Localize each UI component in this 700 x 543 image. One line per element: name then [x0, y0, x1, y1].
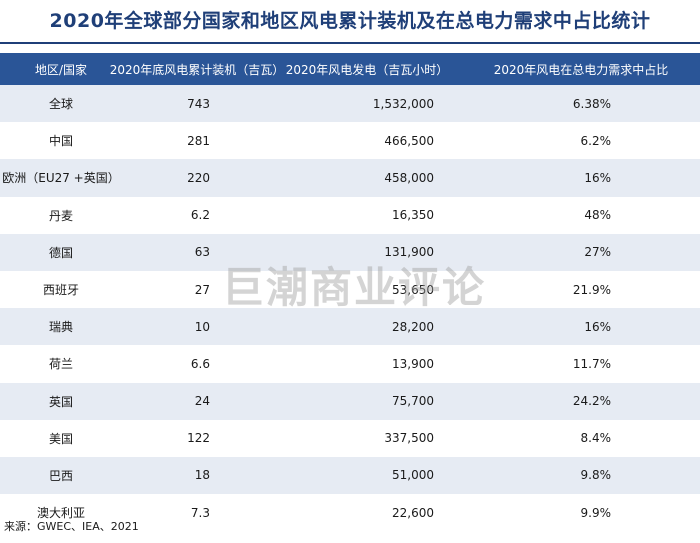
generation-cell: 53,650	[392, 282, 434, 297]
capacity-cell: 7.3	[190, 505, 210, 520]
region-cell: 英国	[48, 394, 73, 409]
generation-cell: 466,500	[384, 133, 434, 148]
share-cell: 16%	[584, 170, 611, 185]
region-cell: 西班牙	[42, 283, 79, 298]
region-cell: 巴西	[48, 468, 73, 483]
table-row: 瑞典 10 28,200 16%	[0, 308, 700, 346]
generation-cell: 458,000	[384, 170, 434, 185]
generation-cell: 16,350	[392, 208, 434, 223]
capacity-cell: 6.2	[190, 208, 210, 223]
capacity-cell: 63	[194, 245, 210, 260]
share-cell: 24.2%	[572, 394, 611, 409]
generation-cell: 51,000	[392, 468, 434, 483]
share-cell: 8.4%	[580, 431, 612, 446]
table-row: 荷兰 6.6 13,900 11.7%	[0, 345, 700, 382]
table-row: 德国 63 131,900 27%	[0, 233, 700, 271]
generation-cell: 75,700	[392, 394, 434, 409]
capacity-cell: 10	[194, 319, 210, 334]
capacity-cell: 220	[187, 170, 210, 185]
region-cell: 荷兰	[48, 357, 73, 372]
share-cell: 48%	[584, 208, 611, 223]
table-row: 英国 24 75,700 24.2%	[0, 382, 700, 420]
table-row: 丹麦 6.2 16,350 48%	[0, 197, 700, 234]
watermark: 巨潮商业评论	[222, 263, 487, 312]
capacity-cell: 743	[187, 96, 210, 111]
share-cell: 11.7%	[572, 356, 611, 371]
table-row: 澳大利亚 7.3 22,600 9.9%	[0, 494, 700, 531]
region-cell: 丹麦	[48, 208, 73, 223]
generation-cell: 13,900	[392, 356, 434, 371]
region-cell: 美国	[48, 431, 73, 446]
region-cell: 欧洲（EU27 +英国）	[2, 171, 120, 186]
table-row: 全球 743 1,532,000 6.38%	[0, 85, 700, 123]
region-cell: 中国	[48, 134, 73, 149]
generation-cell: 1,532,000	[372, 96, 434, 111]
table-row: 美国 122 337,500 8.4%	[0, 420, 700, 457]
region-cell: 德国	[48, 245, 73, 260]
share-cell: 6.38%	[572, 96, 611, 111]
capacity-cell: 281	[187, 133, 210, 148]
region-cell: 全球	[48, 97, 73, 112]
column-header-region: 地区/国家	[34, 62, 88, 77]
generation-cell: 131,900	[384, 245, 434, 260]
table-row: 西班牙 27 53,650 21.9%	[0, 271, 700, 308]
table-row: 欧洲（EU27 +英国） 220 458,000 16%	[0, 159, 700, 197]
table-header-row: 地区/国家 2020年底风电累计装机（吉瓦） 2020年风电发电（吉瓦小时） 2…	[0, 53, 700, 85]
capacity-cell: 24	[194, 394, 210, 409]
region-cell: 瑞典	[48, 320, 73, 335]
table-row: 巴西 18 51,000 9.8%	[0, 456, 700, 495]
share-cell: 6.2%	[580, 133, 612, 148]
data-table: 地区/国家 2020年底风电累计装机（吉瓦） 2020年风电发电（吉瓦小时） 2…	[0, 53, 700, 531]
share-cell: 16%	[584, 319, 611, 334]
capacity-cell: 27	[194, 282, 210, 297]
share-cell: 27%	[584, 245, 611, 260]
region-cell: 澳大利亚	[36, 506, 85, 521]
capacity-cell: 122	[187, 431, 210, 446]
title-divider	[0, 42, 700, 44]
chart-title: 2020年全球部分国家和地区风电累计装机及在总电力需求中占比统计	[49, 10, 651, 32]
table-body: 全球 743 1,532,000 6.38% 中国 281 466,500 6.2% 欧洲（EU…	[0, 85, 700, 531]
share-cell: 21.9%	[572, 282, 611, 297]
column-header-capacity: 2020年底风电累计装机（吉瓦）	[109, 62, 285, 77]
source-note: 来源：GWEC、IEA、2021	[4, 520, 139, 533]
capacity-cell: 18	[194, 468, 210, 483]
generation-cell: 28,200	[392, 319, 434, 334]
generation-cell: 337,500	[384, 431, 434, 446]
generation-cell: 22,600	[392, 505, 434, 520]
share-cell: 9.9%	[580, 505, 612, 520]
column-header-share: 2020年风电在总电力需求中占比	[493, 62, 669, 77]
share-cell: 9.8%	[580, 468, 612, 483]
capacity-cell: 6.6	[190, 356, 210, 371]
column-header-generation: 2020年风电发电（吉瓦小时）	[285, 62, 449, 77]
table-row: 中国 281 466,500 6.2%	[0, 122, 700, 159]
